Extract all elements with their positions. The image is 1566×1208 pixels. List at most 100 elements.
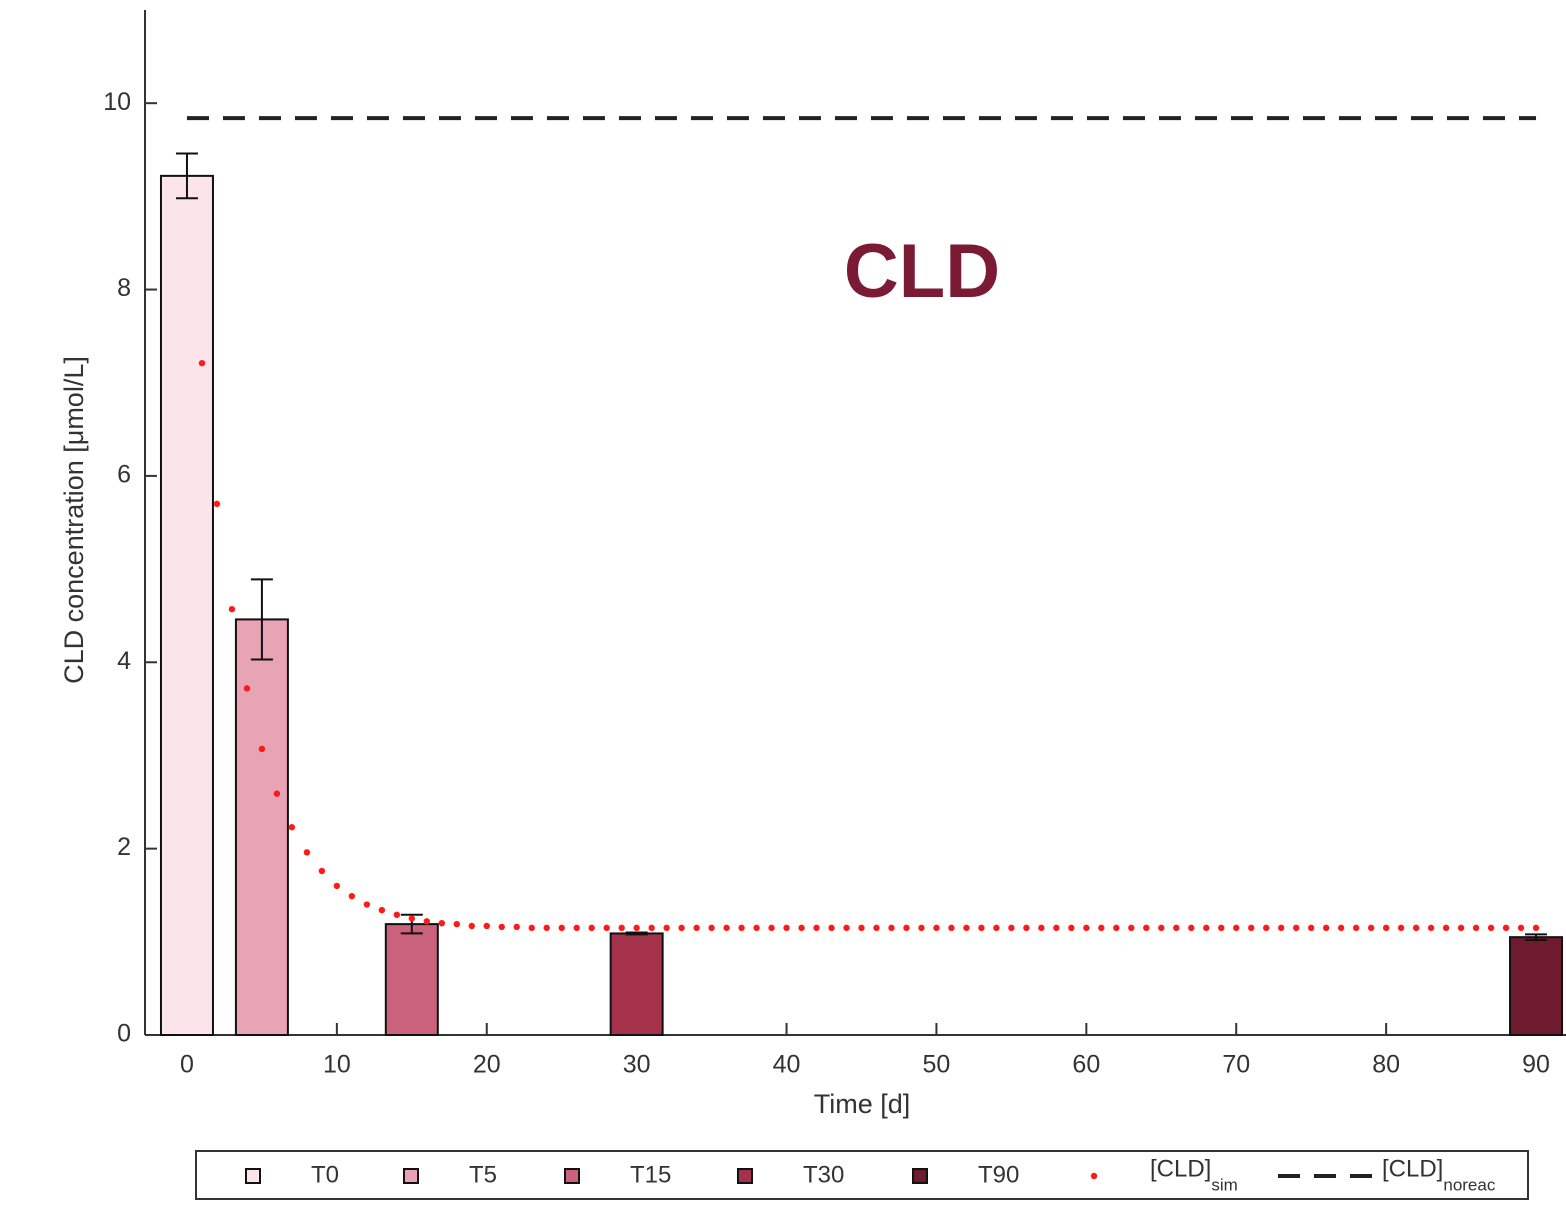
sim-point — [723, 924, 730, 932]
x-axis-label: Time [d] — [814, 1089, 911, 1119]
sim-point — [1382, 924, 1390, 932]
sim-point — [633, 924, 640, 932]
sim-point — [678, 924, 685, 932]
sim-point — [243, 685, 251, 692]
y-tick-label: 6 — [117, 461, 131, 489]
legend-subscript: sim — [1211, 1175, 1237, 1194]
sim-point — [828, 924, 835, 932]
x-tick-label: 60 — [1072, 1051, 1100, 1079]
sim-point — [1427, 924, 1435, 932]
sim-point — [1442, 924, 1450, 932]
y-axis-label: CLD concentration [μmol/L] — [59, 356, 89, 684]
sim-point — [1457, 924, 1465, 932]
sim-point — [393, 911, 401, 918]
sim-point — [1248, 924, 1255, 932]
sim-point — [1023, 924, 1030, 932]
sim-point — [933, 924, 940, 932]
sim-point — [798, 924, 805, 932]
sim-point — [1307, 924, 1315, 932]
sim-point — [1502, 924, 1510, 932]
sim-point — [1278, 924, 1285, 932]
sim-point — [513, 923, 520, 931]
sim-point — [348, 892, 356, 900]
sim-point — [963, 924, 970, 932]
sim-point — [378, 906, 386, 914]
sim-point — [1218, 924, 1225, 932]
legend-subscript: noreac — [1443, 1175, 1495, 1194]
sim-point — [1532, 924, 1540, 932]
legend-swatch — [912, 1168, 928, 1184]
x-tick-label: 20 — [473, 1051, 501, 1079]
error-bar — [625, 931, 648, 936]
sim-point — [858, 924, 865, 932]
sim-point — [1412, 924, 1420, 932]
sim-point — [288, 824, 296, 831]
sim-point — [1173, 924, 1180, 932]
legend-label: [CLD] — [1150, 1155, 1211, 1182]
sim-point — [783, 924, 790, 932]
sim-point — [1128, 924, 1135, 932]
sim-point — [618, 924, 625, 932]
x-tick-label: 10 — [323, 1051, 351, 1079]
sim-point — [843, 924, 850, 932]
sim-point — [528, 924, 535, 932]
error-bar — [1525, 933, 1548, 941]
sim-point — [1367, 924, 1375, 932]
bar — [1509, 936, 1564, 1037]
sim-point — [1158, 924, 1165, 932]
y-tick-label: 2 — [117, 833, 131, 861]
sim-point — [363, 901, 371, 908]
legend-label: T5 — [469, 1161, 497, 1188]
sim-point — [1263, 924, 1270, 932]
legend-label: T0 — [311, 1161, 339, 1188]
sim-point — [588, 924, 595, 932]
sim-point — [1292, 924, 1300, 932]
sim-point — [558, 924, 565, 932]
x-tick-label: 90 — [1522, 1051, 1550, 1079]
bar — [609, 932, 664, 1037]
sim-point — [1517, 924, 1525, 932]
sim-point — [483, 922, 490, 930]
sim-point — [813, 924, 820, 932]
sim-point — [768, 924, 775, 932]
sim-point — [333, 882, 341, 890]
sim-point — [1038, 924, 1045, 932]
sim-point — [978, 924, 985, 932]
sim-point — [453, 920, 460, 928]
sim-point — [258, 745, 266, 753]
sim-point — [693, 924, 700, 932]
sim-point — [1352, 924, 1360, 932]
sim-point — [573, 924, 580, 932]
legend-swatch — [564, 1168, 580, 1184]
x-tick-label: 40 — [773, 1051, 801, 1079]
y-tick-label: 4 — [117, 647, 131, 675]
legend-swatch — [403, 1168, 419, 1184]
bar — [384, 923, 439, 1037]
sim-point — [603, 924, 610, 932]
y-tick-label: 0 — [117, 1020, 131, 1048]
sim-point — [1487, 924, 1495, 932]
error-bar — [250, 578, 273, 661]
sim-point — [273, 790, 281, 797]
sim-point — [423, 918, 431, 925]
sim-point — [1053, 924, 1060, 932]
sim-point — [318, 867, 326, 875]
legend-swatch — [737, 1168, 753, 1184]
sim-point — [198, 359, 206, 367]
x-tick-label: 70 — [1222, 1051, 1250, 1079]
bar — [159, 174, 214, 1036]
x-tick-label: 50 — [923, 1051, 951, 1079]
legend-label: T30 — [803, 1161, 844, 1188]
error-bar — [175, 152, 198, 200]
sim-point — [1472, 924, 1480, 932]
sim-point — [738, 924, 745, 932]
sim-point — [1322, 924, 1330, 932]
x-tick-label: 0 — [180, 1051, 194, 1079]
sim-point — [708, 924, 715, 932]
sim-point — [543, 924, 550, 932]
sim-point — [303, 849, 311, 856]
sim-point — [498, 923, 505, 931]
legend-swatch — [245, 1168, 261, 1184]
